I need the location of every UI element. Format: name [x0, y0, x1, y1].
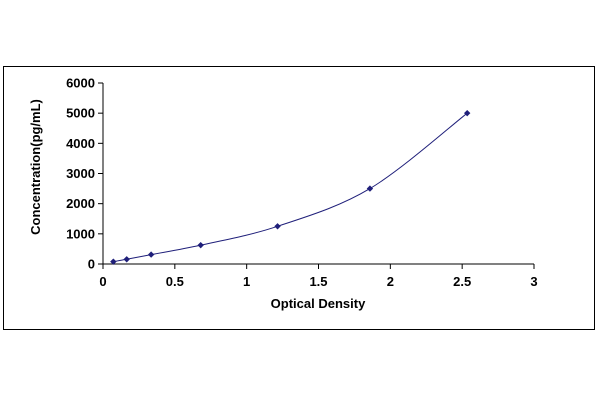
fit-curve [113, 112, 468, 263]
y-tick-label: 4000 [66, 136, 95, 151]
y-tick-label: 6000 [66, 76, 95, 91]
x-tick-label: 2 [387, 274, 394, 289]
x-tick-label: 3 [530, 274, 537, 289]
y-tick-label: 1000 [66, 226, 95, 241]
chart-frame [3, 66, 595, 330]
y-tick-label: 2000 [66, 196, 95, 211]
y-tick-label: 0 [88, 257, 95, 272]
x-tick-label: 1 [243, 274, 250, 289]
data-point [123, 256, 130, 263]
y-tick-label: 3000 [66, 166, 95, 181]
y-axis-title: Concentration(pg/mL) [28, 99, 43, 235]
data-point [274, 223, 281, 230]
data-point [197, 241, 204, 249]
x-tick-label: 0.5 [166, 274, 184, 289]
x-tick-label: 1.5 [309, 274, 327, 289]
x-tick-label: 0 [99, 274, 106, 289]
x-tick-label: 2.5 [453, 274, 471, 289]
data-point [366, 185, 374, 192]
x-axis-title: Optical Density [271, 296, 366, 311]
y-tick-label: 5000 [66, 106, 95, 121]
data-point [147, 251, 155, 258]
data-point [110, 258, 117, 265]
data-point [463, 109, 471, 117]
